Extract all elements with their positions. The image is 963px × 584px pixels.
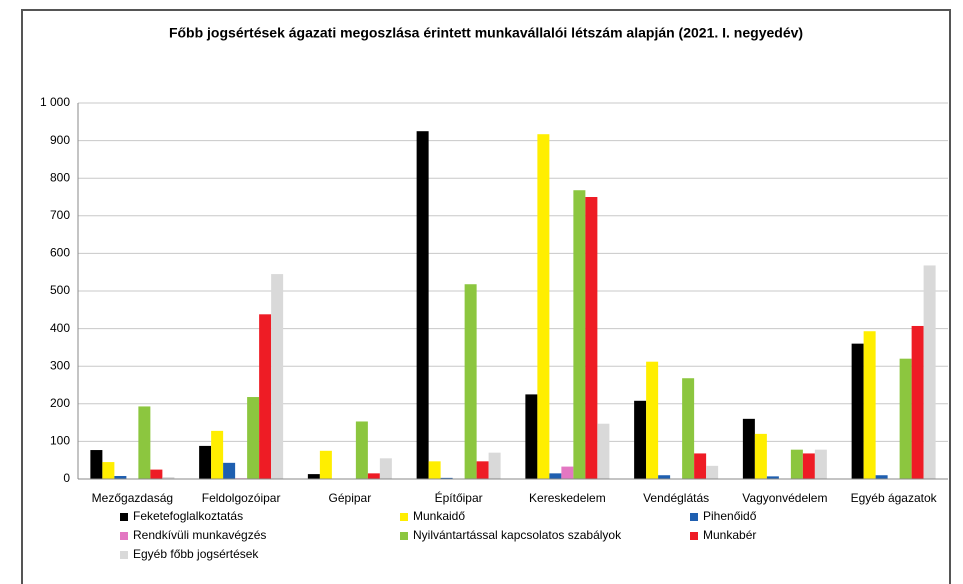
bar	[561, 466, 574, 479]
bar	[259, 314, 272, 479]
y-tick-label: 300	[50, 358, 70, 372]
bar	[646, 361, 659, 479]
bar	[440, 477, 453, 479]
legend-label: Feketefoglalkoztatás	[133, 509, 243, 523]
bar	[682, 378, 695, 479]
bar	[525, 394, 538, 479]
x-tick-label: Építőipar	[435, 490, 483, 505]
legend-swatch	[690, 513, 698, 521]
bar	[742, 418, 755, 479]
bar	[585, 197, 598, 479]
legend-label: Egyéb főbb jogsértések	[133, 547, 259, 561]
y-tick-label: 900	[50, 133, 70, 147]
bar	[549, 473, 562, 479]
bar	[911, 325, 924, 479]
bar	[247, 397, 260, 479]
bar	[875, 475, 888, 479]
bar	[573, 190, 586, 479]
bar	[634, 400, 647, 479]
x-tick-label: Vagyonvédelem	[742, 491, 827, 505]
legend-label: Munkaidő	[413, 509, 465, 523]
x-tick-label: Mezőgazdaság	[92, 491, 173, 505]
bar	[597, 423, 610, 479]
legend-label: Pihenőidő	[703, 509, 757, 523]
bar	[211, 430, 224, 479]
bar	[464, 284, 477, 479]
x-tick-label: Gépipar	[329, 491, 372, 505]
legend-swatch	[120, 513, 128, 521]
y-tick-label: 500	[50, 283, 70, 297]
bar	[537, 134, 550, 479]
bar	[150, 469, 163, 479]
y-tick-label: 0	[63, 471, 70, 485]
bar	[790, 449, 803, 479]
bar	[162, 477, 175, 479]
bar	[355, 421, 368, 479]
bar	[694, 453, 707, 479]
bar	[706, 465, 719, 479]
bar	[307, 474, 320, 479]
bar	[271, 274, 284, 479]
y-tick-label: 400	[50, 321, 70, 335]
legend-swatch	[690, 532, 698, 540]
bar	[114, 475, 127, 479]
x-tick-label: Kereskedelem	[529, 491, 606, 505]
chart-title: Főbb jogsértések ágazati megoszlása érin…	[169, 25, 803, 41]
bar	[428, 461, 441, 479]
bar	[199, 445, 212, 479]
bar	[416, 131, 429, 479]
y-tick-label: 200	[50, 396, 70, 410]
bar	[814, 449, 827, 479]
y-tick-label: 100	[50, 434, 70, 448]
legend-swatch	[400, 532, 408, 540]
bar	[802, 453, 815, 479]
y-tick-label: 800	[50, 170, 70, 184]
bar	[851, 343, 864, 479]
bar	[223, 462, 236, 479]
bar	[102, 462, 115, 479]
bar	[367, 473, 380, 479]
legend-swatch	[120, 551, 128, 559]
bar	[138, 406, 151, 479]
bar	[658, 475, 671, 479]
bar	[319, 450, 332, 479]
y-tick-label: 1 000	[40, 95, 70, 109]
bar	[90, 450, 103, 479]
legend-swatch	[120, 532, 128, 540]
y-tick-label: 600	[50, 246, 70, 260]
bar	[476, 461, 489, 479]
x-tick-label: Vendéglátás	[643, 491, 709, 505]
bar	[899, 358, 912, 479]
bar	[766, 476, 779, 479]
legend-label: Munkabér	[703, 528, 756, 542]
legend-label: Rendkívüli munkavégzés	[133, 528, 266, 542]
bar	[923, 265, 936, 479]
legend-swatch	[400, 513, 408, 521]
bar	[754, 433, 767, 479]
y-tick-label: 700	[50, 208, 70, 222]
chart-frame	[21, 9, 951, 584]
bar	[863, 331, 876, 479]
bar	[488, 452, 501, 479]
x-tick-label: Egyéb ágazatok	[851, 491, 938, 505]
x-tick-label: Feldolgozóipar	[202, 491, 281, 505]
bar	[379, 458, 392, 479]
legend-label: Nyilvántartással kapcsolatos szabályok	[413, 528, 622, 542]
